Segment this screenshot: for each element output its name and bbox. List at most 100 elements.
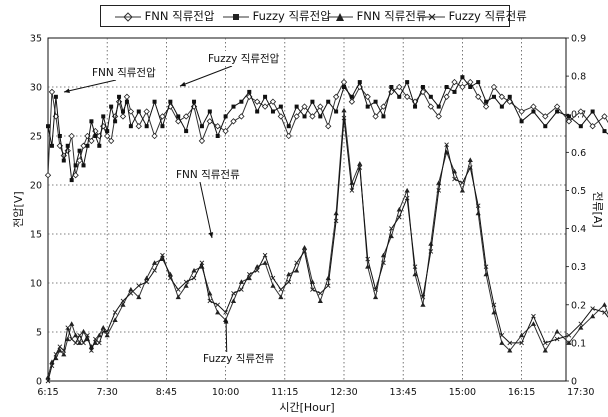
- fuzzy-current-point: [246, 271, 252, 277]
- fuzzy-current-point: [85, 332, 90, 338]
- fnn-current-point: [590, 313, 596, 319]
- fnn-voltage-point: [269, 98, 277, 105]
- fuzzy-current-point: [254, 268, 260, 273]
- fuzzy-current-point: [349, 188, 355, 193]
- fnn-current-point: [365, 264, 371, 269]
- fnn-current-point: [104, 332, 110, 338]
- fuzzy-voltage-point: [302, 114, 307, 119]
- fnn-current-point: [100, 325, 106, 330]
- fnn-voltage-point: [64, 147, 71, 154]
- fuzzy-current-point: [57, 344, 63, 350]
- legend-label: Fuzzy 직류전압: [252, 9, 331, 23]
- fnn-current-point: [507, 347, 513, 353]
- fuzzy-current-point: [483, 264, 489, 269]
- fuzzy-current-point: [404, 195, 410, 201]
- legend-item-fnn-current: FNN 직류전류: [327, 8, 426, 24]
- legend-label: FNN 직류전압: [144, 9, 215, 23]
- fuzzy-current-point: [223, 310, 228, 315]
- fuzzy-current-point: [49, 363, 55, 369]
- fnn-voltage-point: [159, 113, 166, 120]
- fnn-voltage-point: [277, 113, 285, 120]
- fuzzy-current-point: [96, 340, 102, 346]
- fuzzy-current-point: [270, 275, 276, 281]
- y-tick-label-left: 5: [36, 328, 42, 339]
- legend-swatch-square: [223, 13, 249, 20]
- fnn-current-point: [191, 267, 197, 273]
- fnn-voltage-point: [530, 103, 537, 110]
- fuzzy-current-point: [566, 332, 572, 338]
- fuzzy-current-point: [578, 321, 584, 327]
- y-tick-label-left: 35: [30, 34, 42, 45]
- fuzzy-voltage-point: [590, 109, 595, 114]
- fnn-current-point: [578, 325, 584, 330]
- legend-label: FNN 직류전류: [356, 9, 427, 23]
- fuzzy-current-point: [286, 279, 292, 285]
- fnn-current-point: [530, 321, 537, 326]
- fuzzy-voltage-point: [357, 80, 362, 85]
- fnn-current-point: [112, 317, 118, 323]
- fuzzy-current-point: [294, 260, 299, 266]
- fnn-current-point: [467, 157, 473, 162]
- fnn-voltage-point: [123, 93, 131, 100]
- fuzzy-voltage-point: [105, 129, 110, 134]
- annotation-arrowhead: [64, 88, 70, 94]
- fnn-voltage-point: [403, 93, 411, 100]
- legend-swatch-cross: [419, 13, 445, 20]
- x-tick-label: 8:45: [156, 387, 177, 398]
- fuzzy-voltage-point: [255, 109, 260, 114]
- fuzzy-voltage-point: [144, 124, 149, 129]
- fnn-voltage-point: [309, 113, 316, 120]
- x-tick-label: 10:00: [212, 387, 239, 398]
- fnn-current-point: [215, 309, 221, 315]
- series-line-fuzzy-current: [47, 117, 608, 382]
- fnn-current-point: [76, 340, 83, 345]
- fnn-current-point: [175, 294, 181, 300]
- fnn-current-point: [61, 351, 67, 357]
- fuzzy-current-point: [207, 298, 213, 304]
- fuzzy-voltage-point: [46, 124, 50, 129]
- fnn-current-point: [459, 187, 465, 193]
- fuzzy-voltage-point: [531, 109, 536, 114]
- fnn-voltage-point: [293, 113, 300, 120]
- fnn-voltage-point: [565, 118, 573, 125]
- fnn-voltage-point: [230, 118, 237, 125]
- legend-item-fuzzy-current: Fuzzy 직류전류: [419, 8, 527, 24]
- annotation-label-background: [206, 51, 282, 66]
- fuzzy-voltage-point: [444, 85, 449, 89]
- fnn-voltage-point: [48, 88, 56, 96]
- fnn-current-point: [278, 294, 284, 300]
- fuzzy-current-point: [89, 348, 94, 353]
- fuzzy-voltage-point: [491, 94, 496, 99]
- fnn-voltage-point: [589, 123, 596, 130]
- y-tick-label-right: 0.5: [571, 186, 586, 197]
- fnn-current-point: [420, 302, 426, 307]
- fuzzy-current-point: [444, 142, 449, 148]
- fnn-voltage-point: [254, 98, 261, 105]
- fnn-voltage-point: [482, 103, 490, 110]
- fuzzy-voltage-point: [113, 119, 118, 124]
- fuzzy-voltage-point: [405, 80, 410, 85]
- fuzzy-current-point: [278, 287, 284, 292]
- fuzzy-current-point: [325, 283, 331, 289]
- x-tick-label: 15:00: [449, 387, 476, 398]
- fnn-voltage-point: [127, 108, 135, 115]
- fuzzy-voltage-point: [53, 94, 58, 99]
- fnn-voltage-point: [222, 127, 229, 135]
- fuzzy-current-point: [183, 279, 189, 285]
- fuzzy-current-point: [100, 329, 106, 334]
- fuzzy-current-point: [602, 310, 607, 315]
- fuzzy-voltage-point: [61, 158, 66, 163]
- x-tick-label: 17:30: [567, 387, 594, 398]
- fuzzy-voltage-point: [373, 99, 378, 104]
- fnn-voltage-point: [206, 118, 213, 125]
- plot-frame: [47, 37, 567, 382]
- fuzzy-current-point: [310, 287, 315, 292]
- fnn-current-point: [45, 374, 51, 380]
- fnn-voltage-point: [601, 113, 608, 120]
- fuzzy-voltage-point: [413, 104, 418, 109]
- fuzzy-current-point: [590, 306, 595, 311]
- fnn-current-point: [404, 187, 410, 193]
- fuzzy-voltage-point: [247, 89, 252, 94]
- fnn-current-point: [57, 347, 63, 353]
- fuzzy-voltage-point: [93, 134, 98, 138]
